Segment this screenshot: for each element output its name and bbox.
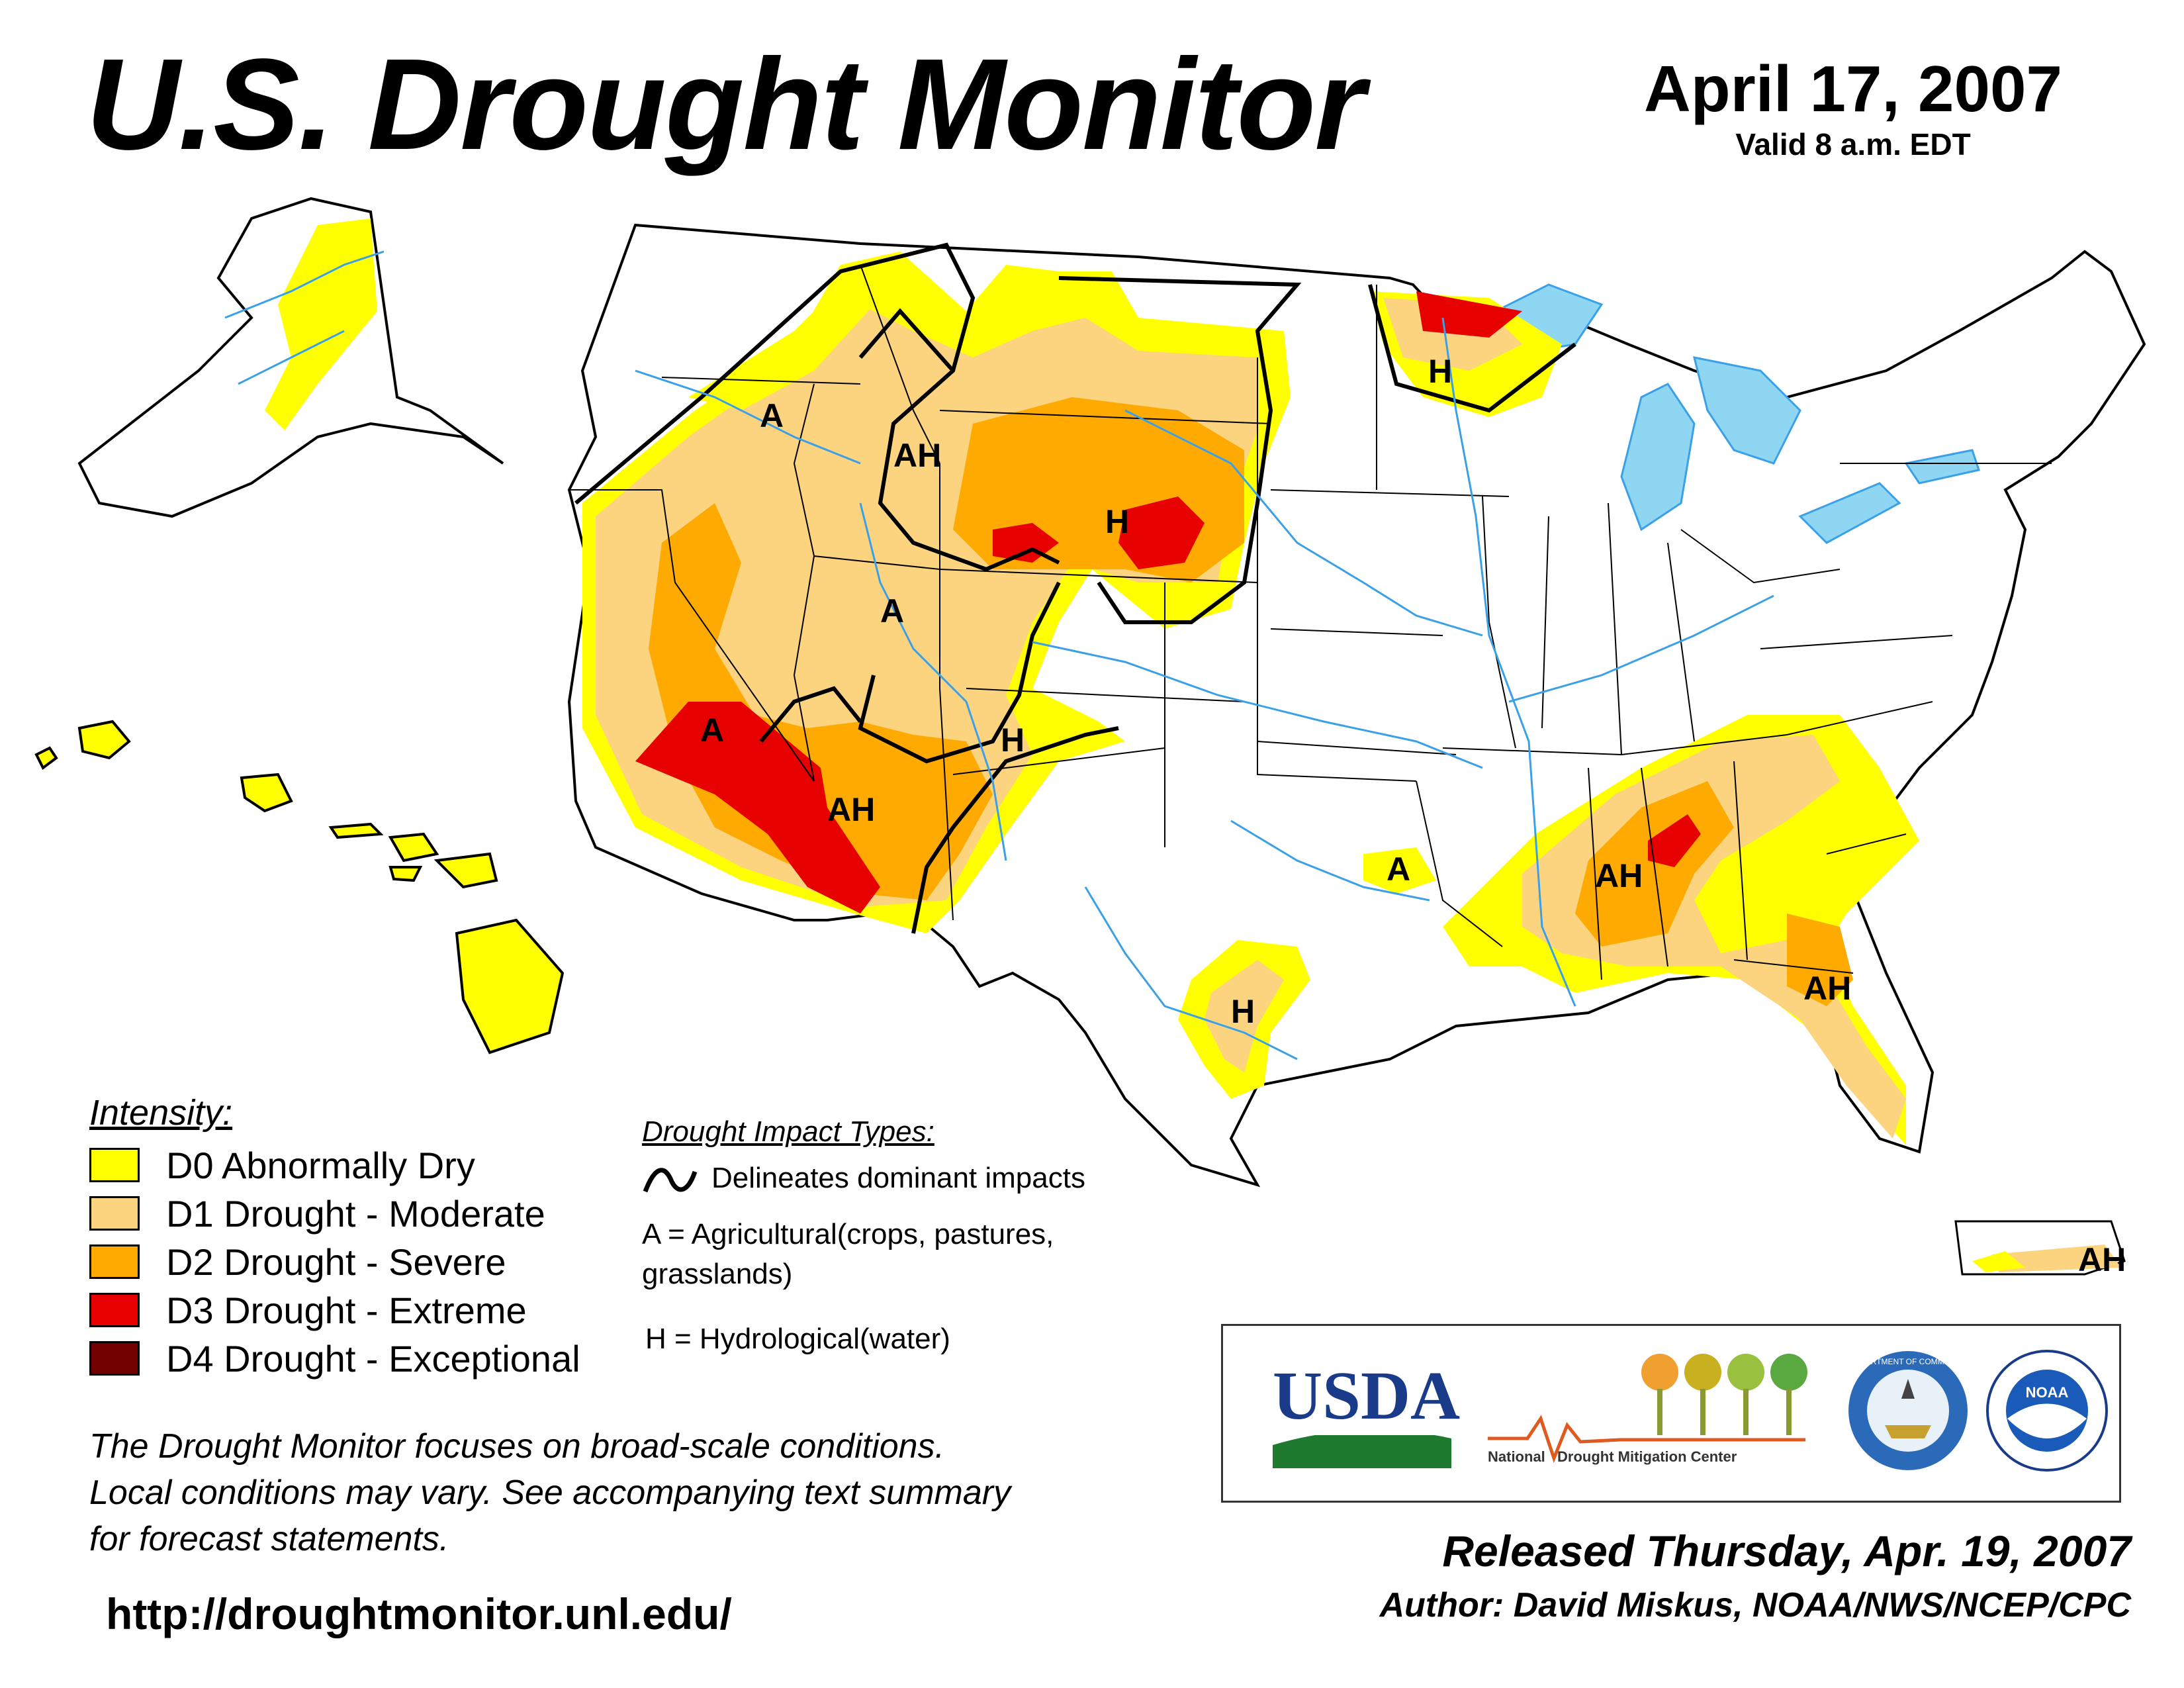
legend-swatch-d4 — [89, 1341, 140, 1376]
legend-swatch-d1 — [89, 1196, 140, 1231]
ndmc-line-icon — [1488, 1415, 1805, 1464]
impact-agricultural-label: A = Agricultural(crops, pastures, — [642, 1218, 1054, 1250]
ndmc-tree-2-icon — [1684, 1354, 1721, 1391]
label-puerto-rico: AH — [2078, 1241, 2126, 1278]
label-socal: A — [700, 712, 724, 749]
drought-areas — [582, 252, 1919, 1145]
label-colorado: H — [1001, 722, 1024, 759]
legend-label-d2: D2 Drought - Severe — [166, 1241, 506, 1283]
impact-line-label: Delineates dominant impacts — [711, 1162, 1085, 1194]
impact-heading: Drought Impact Types: — [642, 1115, 934, 1148]
legend-item-d3: D3 Drought - Extreme — [89, 1289, 527, 1331]
usda-text: USDA — [1273, 1358, 1460, 1434]
alaska-rivers — [224, 250, 385, 385]
legend-swatch-d3 — [89, 1293, 140, 1327]
disclaimer-line-3: for forecast statements. — [89, 1520, 449, 1558]
legend-label-d3: D3 Drought - Extreme — [166, 1289, 527, 1331]
d2-southeast — [1575, 781, 1853, 1006]
hawaii — [34, 720, 565, 1055]
usda-swoosh — [1273, 1430, 1451, 1445]
impact-labels: A AH H A A AH H H A H AH AH AH — [700, 353, 2126, 1278]
noaa-bird-icon — [2007, 1403, 2087, 1438]
d3-socal — [635, 702, 880, 914]
impact-agricultural-label-cont: grasslands) — [642, 1258, 793, 1290]
d3-minnesota — [1416, 291, 1522, 338]
impact-line-symbol — [643, 1168, 698, 1193]
ndmc-tree-4-icon — [1770, 1354, 1807, 1391]
label-arizona: AH — [827, 791, 875, 828]
commerce-seal[interactable]: DEPARTMENT OF COMMERCE — [1848, 1351, 1968, 1470]
label-minnesota: H — [1428, 353, 1452, 390]
state-borders — [569, 264, 2052, 980]
author: Author: David Miskus, NOAA/NWS/NCEP/CPC — [1379, 1586, 2131, 1624]
alaska-d0 — [265, 218, 377, 430]
valid-time: Valid 8 a.m. EDT — [1735, 127, 1971, 162]
commerce-seal-inner — [1867, 1370, 1949, 1452]
logo-panel: USDA National Drought Mitigation Center … — [1221, 1324, 2121, 1503]
usda-logo[interactable]: USDA — [1273, 1358, 1460, 1468]
commerce-ship-icon — [1885, 1425, 1931, 1438]
commerce-seal-text: DEPARTMENT OF COMMERCE — [1850, 1357, 1966, 1366]
ndmc-name-1: National — [1488, 1448, 1545, 1465]
label-alabama: AH — [1595, 857, 1643, 894]
legend-heading: Intensity: — [89, 1093, 233, 1133]
label-pnw: A — [760, 397, 784, 434]
ndmc-tree-1-icon — [1641, 1354, 1678, 1391]
website-url[interactable]: http://droughtmonitor.unl.edu/ — [106, 1589, 732, 1638]
d1-texas — [1205, 960, 1284, 1072]
legend-label-d4: D4 Drought - Exceptional — [166, 1337, 580, 1380]
usda-green-band — [1273, 1435, 1451, 1468]
ndmc-name-2: Drought Mitigation Center — [1557, 1448, 1737, 1465]
rivers — [635, 317, 1774, 1060]
noaa-text: NOAA — [2026, 1384, 2069, 1401]
d0-arkansas — [1363, 847, 1436, 894]
legend-swatch-d0 — [89, 1148, 140, 1182]
legend-item-d2: D2 Drought - Severe — [89, 1241, 506, 1283]
noaa-logo[interactable]: NOAA — [1986, 1350, 2108, 1472]
map-date: April 17, 2007 — [1644, 52, 2062, 125]
ndmc-trunks — [1657, 1389, 1792, 1435]
disclaimer-line-1: The Drought Monitor focuses on broad-sca… — [89, 1427, 945, 1466]
release-date: Released Thursday, Apr. 19, 2007 — [1442, 1526, 2131, 1575]
impact-hydrological-label: H = Hydrological(water) — [645, 1323, 950, 1355]
label-idaho: AH — [893, 437, 941, 474]
label-arkansas: A — [1387, 851, 1410, 888]
d3-southeast — [1648, 814, 1701, 867]
puerto-rico-d0 — [1972, 1251, 2025, 1272]
label-utah: A — [880, 592, 904, 630]
d0-pnw — [688, 278, 880, 410]
legend-item-d0: D0 Abnormally Dry — [89, 1144, 475, 1186]
disclaimer: The Drought Monitor focuses on broad-sca… — [89, 1423, 1201, 1562]
legend-label-d0: D0 Abnormally Dry — [166, 1144, 475, 1186]
ndmc-tree-3-icon — [1727, 1354, 1764, 1391]
disclaimer-line-2: Local conditions may vary. See accompany… — [89, 1474, 1011, 1512]
legend-label-d1: D1 Drought - Moderate — [166, 1192, 545, 1235]
ndmc-logo[interactable]: National Drought Mitigation Center — [1488, 1354, 1807, 1465]
puerto-rico-d1 — [1992, 1244, 2121, 1272]
legend-swatch-d2 — [89, 1244, 140, 1279]
commerce-eagle-icon — [1901, 1379, 1915, 1399]
label-wyoming: H — [1105, 503, 1129, 540]
legend-item-d4: D4 Drought - Exceptional — [89, 1337, 580, 1380]
label-texas: H — [1231, 993, 1255, 1030]
page-title: U.S. Drought Monitor — [86, 32, 1365, 177]
label-georgia: AH — [1803, 970, 1851, 1007]
legend-item-d1: D1 Drought - Moderate — [89, 1192, 545, 1235]
logos: USDA National Drought Mitigation Center … — [1273, 1350, 2108, 1472]
d3-wyoming — [993, 496, 1205, 569]
